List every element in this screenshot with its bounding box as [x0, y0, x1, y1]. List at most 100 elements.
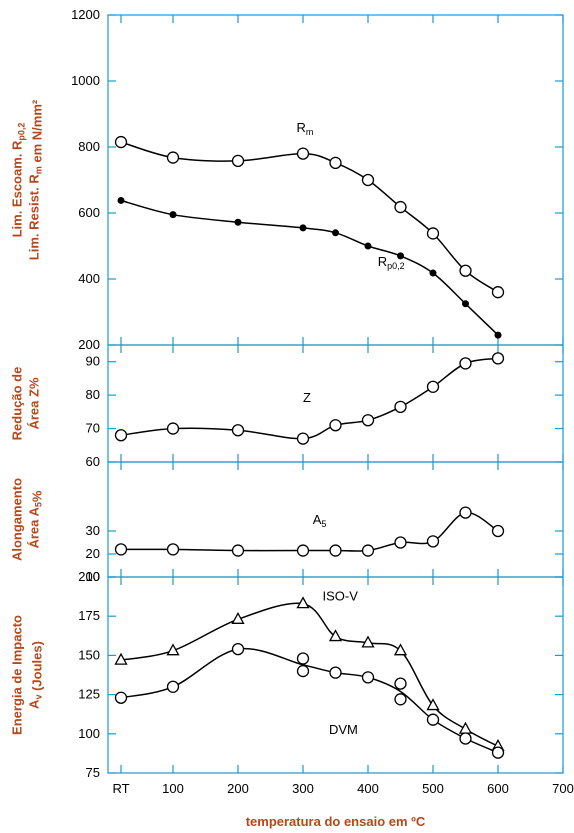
y-tick-label: 200 [78, 337, 100, 352]
y-axis-label: Av (Joules) [27, 641, 45, 709]
data-point [394, 693, 407, 706]
x-tick-label: RT [112, 781, 129, 796]
data-point [491, 286, 505, 299]
series-label: A5 [313, 512, 327, 529]
data-point [459, 357, 472, 370]
data-point [332, 229, 339, 237]
data-point [361, 173, 375, 187]
data-point [296, 432, 310, 445]
x-tick-label: 600 [487, 781, 509, 796]
data-point [459, 506, 472, 519]
data-point [299, 224, 307, 232]
data-point [231, 544, 245, 557]
data-point [169, 211, 177, 219]
y-tick-label: 30 [86, 523, 100, 538]
y-tick-label: 75 [86, 765, 100, 780]
x-tick-label: 500 [422, 781, 444, 796]
data-point [458, 721, 473, 734]
x-tick-label: 300 [292, 781, 314, 796]
series-line-rp0-2 [120, 199, 499, 336]
data-point [491, 746, 505, 759]
data-point [429, 269, 437, 277]
y-axis-label: Energia de Impacto [10, 615, 25, 735]
data-point [296, 147, 310, 160]
data-point [394, 536, 407, 549]
y-tick-label: 90 [86, 354, 100, 369]
data-point [462, 300, 469, 308]
data-point [426, 713, 440, 726]
data-point [166, 643, 180, 656]
data-point [426, 227, 440, 240]
series-label: DVM [329, 722, 358, 737]
series-label: ISO-V [323, 589, 359, 604]
data-point [231, 611, 245, 624]
data-point [361, 414, 375, 427]
y-tick-label: 1000 [71, 73, 100, 88]
y-tick-label: 150 [78, 647, 100, 662]
y-axis-label: Área A5% [27, 490, 45, 548]
data-point [328, 629, 343, 642]
data-point [494, 331, 502, 339]
y-tick-label: 80 [86, 387, 100, 402]
data-point [394, 400, 407, 413]
data-point [329, 419, 342, 432]
data-point [114, 691, 128, 704]
data-point [231, 642, 245, 656]
text-layer: 200 400 600 800 1000 1200 Lim. Escoam. Rp0,2Li… [10, 7, 574, 829]
data-point [234, 218, 242, 226]
data-point [117, 196, 125, 204]
data-point [166, 151, 180, 164]
y-axis-label: Lim. Resist. Rm em N/mm² [27, 99, 45, 260]
data-point [231, 424, 245, 437]
series-line-rm [120, 141, 499, 293]
data-point [329, 156, 342, 169]
data-point [364, 242, 372, 250]
data-point [114, 652, 128, 665]
data-point [296, 596, 310, 609]
data-point [393, 643, 408, 656]
data-point [329, 544, 342, 557]
y-tick-label: 400 [78, 271, 100, 286]
data-point [114, 135, 128, 149]
y-axis-label: Alongamento [10, 478, 25, 561]
data-point [361, 671, 375, 684]
series-label: Z [303, 390, 311, 405]
data-point [296, 652, 310, 665]
data-point [296, 664, 310, 678]
data-point [459, 264, 472, 277]
y-tick-label: 10 [86, 569, 100, 584]
series-label: Rp0,2 [378, 254, 405, 271]
series-line-a5 [120, 511, 499, 552]
data-point [166, 680, 180, 693]
data-point [114, 429, 128, 442]
data-point [166, 422, 180, 435]
axes-layer [107, 14, 564, 774]
data-point [459, 732, 472, 745]
data-point [361, 544, 375, 557]
series-line-z [120, 357, 499, 440]
data-point [114, 543, 128, 556]
data-point [426, 535, 440, 548]
y-tick-label: 1200 [71, 7, 100, 22]
panel-frame [107, 461, 564, 578]
data-point [394, 200, 407, 214]
x-tick-label: 100 [162, 781, 184, 796]
data-point [491, 352, 505, 365]
y-axis-label: Redução de [10, 367, 25, 441]
y-axis-label: Lim. Escoam. Rp0,2 [10, 123, 27, 238]
y-tick-label: 125 [78, 687, 100, 702]
y-tick-label: 600 [78, 205, 100, 220]
y-tick-label: 175 [78, 608, 100, 623]
data-point [296, 544, 310, 557]
x-tick-label: 400 [357, 781, 379, 796]
series-line-dvm [120, 647, 499, 754]
y-tick-label: 100 [78, 726, 100, 741]
y-tick-label: 800 [78, 139, 100, 154]
data-point [361, 635, 375, 648]
data-point [231, 154, 245, 168]
x-axis-label: temperatura do ensaio em ºC [246, 814, 426, 829]
data-point [166, 543, 180, 556]
y-tick-label: 60 [86, 454, 100, 469]
data-point [329, 666, 342, 679]
